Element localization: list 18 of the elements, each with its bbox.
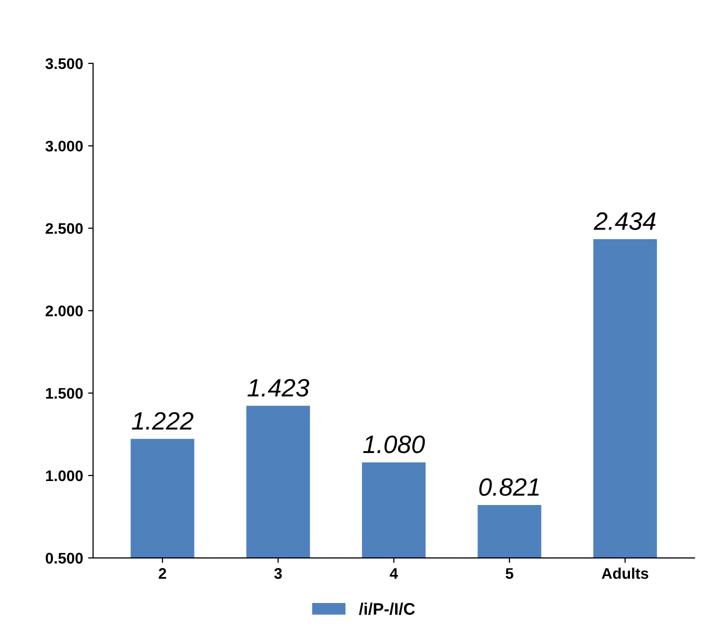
text: 1.080 <box>363 436 425 454</box>
x-tick-label: 2 <box>158 568 166 579</box>
x-tick-label: 3 <box>274 568 282 579</box>
x-tick-label: Adults <box>602 568 648 579</box>
y-tick-label: 0.500 <box>46 552 83 564</box>
y-tick-label: 2.000 <box>46 306 83 316</box>
text: 1.222 <box>132 412 194 430</box>
text: 0.821 <box>479 478 539 496</box>
x-tick-label: 5 <box>506 568 514 579</box>
x-tick-label: 4 <box>390 568 398 579</box>
y-tick-label: 1.500 <box>46 388 83 399</box>
y-tick-label: 1.000 <box>46 470 83 482</box>
text: 1.423 <box>248 378 310 397</box>
legend-label: /i/P-/I/C <box>358 602 415 616</box>
y-tick-label: 2.500 <box>46 223 83 234</box>
y-tick-label: 3.500 <box>45 58 83 70</box>
text: 2.434 <box>594 212 656 230</box>
y-tick-label: 3.000 <box>45 140 83 152</box>
